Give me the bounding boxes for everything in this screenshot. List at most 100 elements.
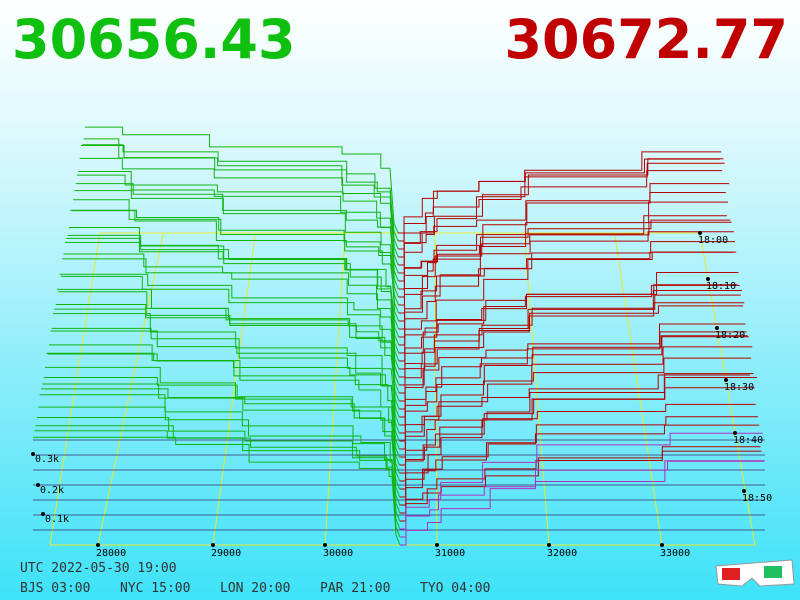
timezone-clock: NYC 15:00: [120, 581, 190, 596]
bid-depth-line: [70, 209, 400, 322]
tick-dot: [715, 326, 719, 330]
depth-tick-label: 0.2k: [40, 485, 64, 496]
bid-depth-line: [75, 183, 399, 290]
ask-depth-line: [398, 162, 725, 266]
price-tick-label: 33000: [660, 548, 690, 559]
tick-dot: [660, 543, 664, 547]
bid-depth-line: [85, 126, 399, 234]
ask-depth-line: [399, 336, 749, 434]
price-tick-label: 30000: [323, 548, 353, 559]
bid-depth-line: [65, 241, 400, 354]
ask-depth-line: [398, 294, 741, 378]
ask-depth-line: [398, 231, 734, 330]
bid-depth-line: [53, 313, 400, 426]
utc-time: UTC 2022-05-30 19:00: [20, 561, 177, 576]
ask-depth-line: [398, 241, 735, 338]
ask-depth-line: [400, 460, 765, 546]
green-lens: [764, 566, 782, 578]
ask-depth-line: [398, 290, 742, 386]
ask-depth-line: [398, 219, 731, 306]
floor-outline: [49, 232, 756, 546]
time-tick-label: 18:40: [733, 435, 763, 446]
bid-depth-line: [33, 436, 401, 546]
time-tick-label: 18:50: [742, 493, 772, 504]
floor-grid-line: [324, 232, 346, 546]
depth-tick-label: 0.1k: [45, 514, 69, 525]
ask-depth-line: [399, 357, 752, 450]
tick-dot: [706, 277, 710, 281]
ask-depth-line: [399, 323, 746, 410]
ask-depth-line: [398, 271, 739, 362]
bid-depth-line: [49, 344, 400, 450]
depth-tick-label: 0.3k: [35, 454, 59, 465]
ask-depth-line: [399, 416, 759, 498]
ask-depth-line: [398, 170, 723, 250]
ask-depth-line: [399, 403, 756, 482]
tick-dot: [724, 378, 728, 382]
bid-depth-line: [73, 199, 399, 306]
timezone-clock: TYO 04:00: [420, 581, 490, 596]
red-lens: [722, 568, 740, 580]
ask-depth-line: [399, 305, 744, 394]
ask-depth-line: [398, 221, 732, 314]
tick-dot: [31, 452, 35, 456]
timezone-clock: PAR 21:00: [320, 581, 390, 596]
tick-dot: [36, 483, 40, 487]
ask-depth-line: [398, 215, 727, 282]
ask-depth-line: [399, 374, 750, 442]
floor-grid-line: [212, 232, 256, 546]
price-tick-label: 29000: [211, 548, 241, 559]
bid-depth-line: [46, 352, 400, 466]
bid-depth-line: [59, 273, 400, 386]
bid-depth-line: [81, 145, 399, 258]
ask-depth-line: [398, 191, 726, 274]
ask-depth-line: [399, 460, 764, 538]
bid-depth-line: [74, 190, 399, 298]
time-tick-label: 18:10: [706, 281, 736, 292]
tick-dot: [211, 543, 215, 547]
ask-depth-line: [399, 346, 753, 458]
bid-depth-line: [79, 157, 399, 266]
bid-price: 30656.43: [12, 8, 296, 71]
ask-depth-line: [399, 335, 748, 426]
tick-dot: [323, 543, 327, 547]
timezone-clock: LON 20:00: [220, 581, 290, 596]
ask-depth-line: [399, 302, 745, 402]
tick-dot: [96, 543, 100, 547]
ask-depth-line: [399, 446, 761, 514]
bid-depth-line: [61, 275, 400, 378]
3d-glasses-icon: [715, 559, 795, 587]
tick-dot: [41, 512, 45, 516]
price-tick-label: 28000: [96, 548, 126, 559]
tick-dot: [435, 543, 439, 547]
time-tick-label: 18:00: [698, 235, 728, 246]
bid-depth-line: [62, 258, 400, 370]
bid-depth-line: [41, 388, 401, 498]
tick-dot: [547, 543, 551, 547]
ask-depth-line: [398, 183, 730, 298]
ask-depth-line: [399, 377, 757, 490]
bid-depth-line: [63, 253, 400, 362]
ask-depth-line: [399, 331, 747, 418]
ask-depth-line: [399, 432, 763, 530]
price-tick-label: 32000: [547, 548, 577, 559]
ask-depth-line: [398, 251, 737, 346]
depth-lines: [33, 126, 765, 546]
bid-depth-line: [54, 308, 400, 418]
tick-dot: [698, 231, 702, 235]
time-tick-label: 18:30: [724, 382, 754, 393]
tick-dot: [742, 489, 746, 493]
price-tick-label: 31000: [435, 548, 465, 559]
ask-depth-line: [398, 284, 740, 370]
ask-depth-line: [399, 450, 762, 522]
ask-depth-line: [398, 151, 722, 242]
ask-price: 30672.77: [504, 8, 788, 71]
ask-depth-line: [399, 424, 760, 506]
ask-depth-line: [398, 251, 733, 322]
ask-depth-line: [398, 201, 729, 290]
ask-depth-line: [398, 158, 724, 258]
timezone-clock: BJS 03:00: [20, 581, 90, 596]
ask-depth-line: [399, 373, 754, 466]
